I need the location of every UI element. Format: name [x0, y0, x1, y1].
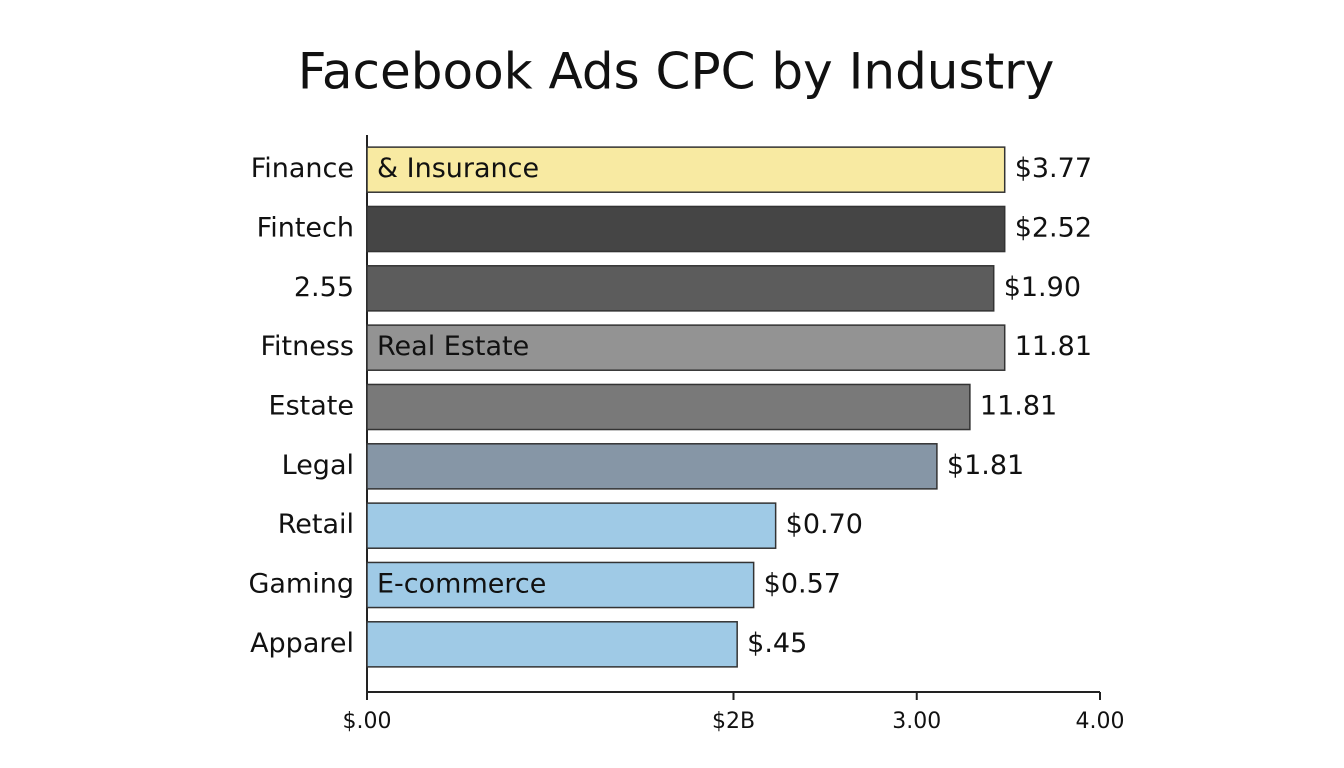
category-label: Legal [282, 450, 354, 481]
category-label: Retail [278, 509, 354, 540]
bar [366, 502, 777, 549]
bar [366, 561, 755, 609]
bar [366, 265, 995, 312]
inner-label: E-commerce [377, 569, 546, 600]
x-tick-label: $.00 [343, 709, 392, 734]
x-tick-label: 3.00 [892, 709, 941, 734]
category-label: 2.55 [294, 272, 354, 303]
bar-label: $0.57 [764, 569, 841, 600]
bar-label: $1.90 [1004, 272, 1081, 303]
category-label: Estate [269, 391, 354, 422]
category-label: Apparel [250, 628, 354, 659]
bar-label: $2.52 [1015, 213, 1092, 244]
bar [366, 146, 1006, 193]
inner-label: Real Estate [377, 331, 529, 362]
bar-label: $3.77 [1015, 153, 1092, 184]
bar [366, 324, 1006, 371]
bar [366, 621, 738, 668]
x-tick-label: $2B [712, 709, 755, 734]
category-label: Fitness [260, 331, 354, 362]
bar-label: $.45 [747, 628, 807, 659]
chart-title: Facebook Ads CPC by Industry [298, 43, 1055, 101]
inner-label: & Insurance [377, 153, 539, 184]
category-label: Fintech [257, 213, 354, 244]
category-label: Gaming [248, 569, 354, 600]
bar [366, 443, 938, 490]
x-tick-label: 4.00 [1076, 709, 1125, 734]
bar-label: 11.81 [980, 391, 1057, 422]
category-label: Finance [251, 153, 354, 184]
bar-label: $0.70 [786, 509, 863, 540]
bar [366, 205, 1006, 253]
bar-label: $1.81 [947, 450, 1024, 481]
bar [366, 383, 971, 431]
bar-label: 11.81 [1015, 331, 1092, 362]
